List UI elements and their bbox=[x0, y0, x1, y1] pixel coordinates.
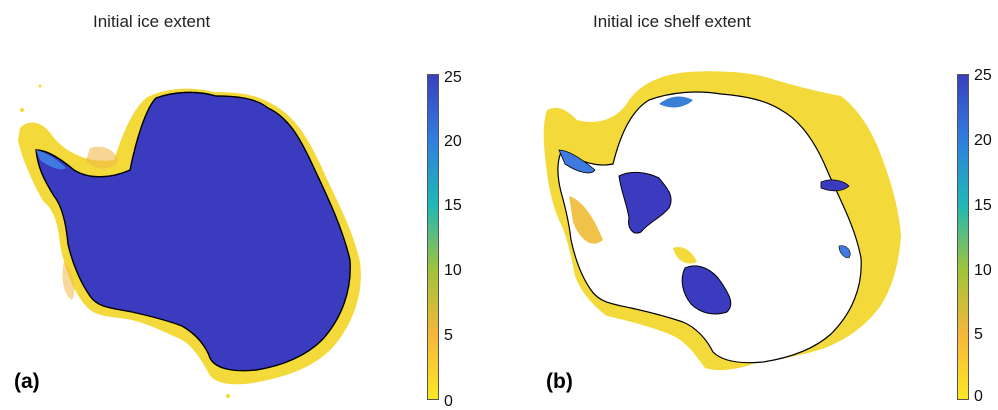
interior-no-shelf bbox=[557, 91, 862, 364]
colorbar-a-tick: 5 bbox=[444, 327, 453, 344]
colorbar-a-tick: 10 bbox=[444, 262, 462, 279]
panel-b-label: (b) bbox=[546, 370, 573, 393]
ross-shelf bbox=[681, 265, 732, 315]
colorbar-b-tick: 15 bbox=[974, 197, 992, 214]
panel-b-title: Initial ice shelf extent bbox=[593, 12, 751, 31]
colorbar-a-tick: 20 bbox=[444, 133, 462, 150]
panel-a: Initial ice extent 25 20 15 10 5 0 (a) bbox=[0, 0, 499, 410]
panel-a-title: Initial ice extent bbox=[93, 12, 211, 31]
colorbar-a-tick: 15 bbox=[444, 197, 462, 214]
ice-extent-map bbox=[18, 84, 361, 398]
panel-a-label: (a) bbox=[14, 370, 40, 393]
colorbar-a-tick: 25 bbox=[444, 69, 462, 86]
colorbar-b-tick: 20 bbox=[974, 132, 992, 149]
colorbar-b-tick: 5 bbox=[974, 326, 983, 343]
ronne-filchner-shelf bbox=[618, 171, 672, 234]
panel-b: Initial ice shelf extent 25 20 15 10 5 0… bbox=[499, 0, 998, 407]
colorbar-b bbox=[957, 74, 969, 400]
amery-shelf bbox=[820, 179, 850, 192]
colorbar-b-tick: 0 bbox=[974, 388, 983, 405]
colorbar-a-tick: 0 bbox=[444, 393, 453, 410]
colorbar-b-tick: 10 bbox=[974, 262, 992, 279]
ice-shelf-extent-map bbox=[543, 71, 901, 371]
grounded-ice bbox=[35, 91, 351, 372]
colorbar-b-tick: 25 bbox=[974, 67, 992, 84]
colorbar-a bbox=[427, 74, 439, 400]
